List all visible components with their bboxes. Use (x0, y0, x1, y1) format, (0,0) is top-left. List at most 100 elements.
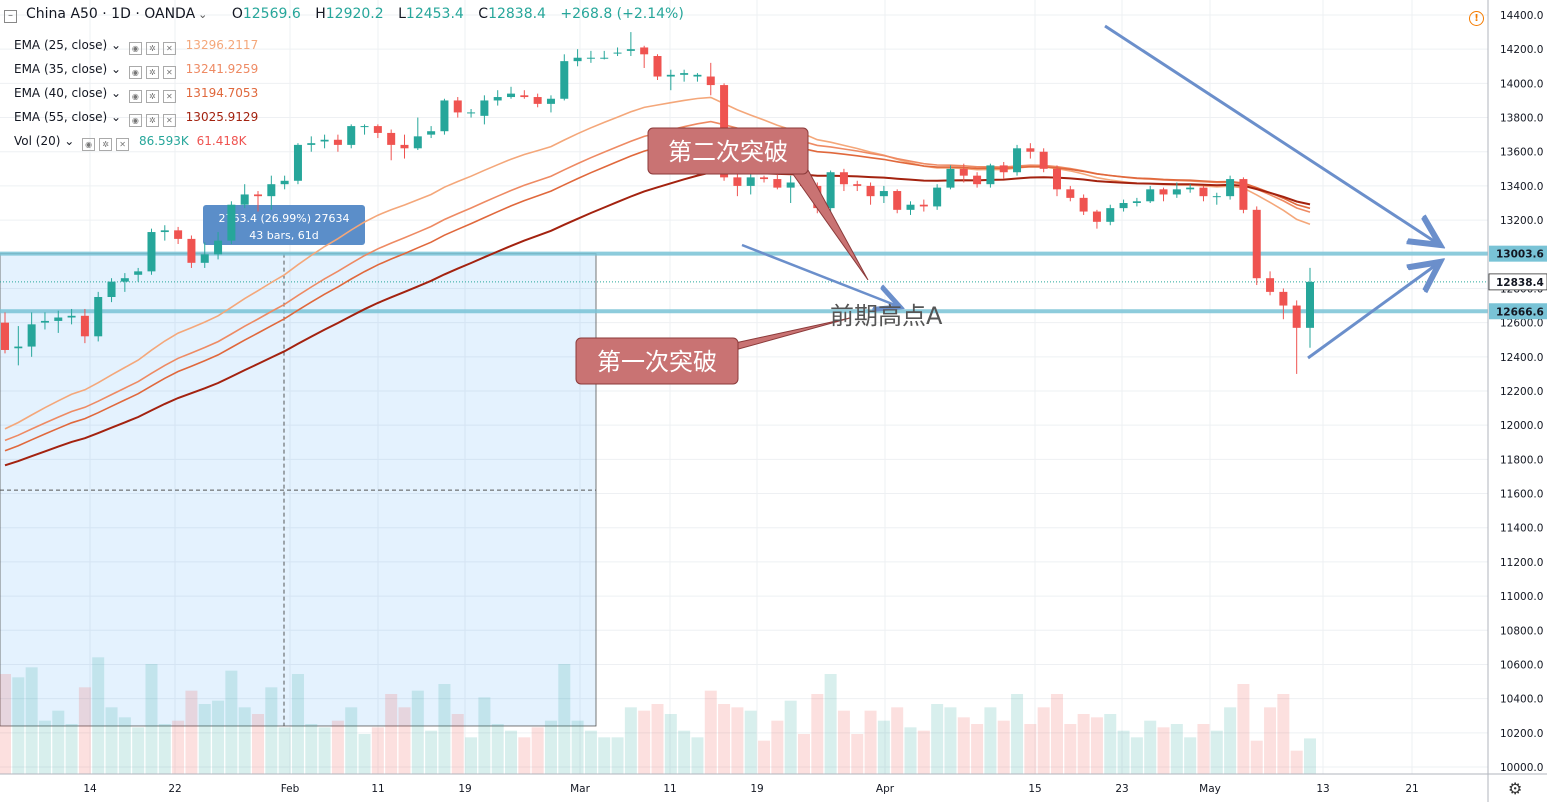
ema-line (4, 171, 1311, 467)
y-tick-label: 14400.0 (1500, 10, 1543, 22)
volume-bar (345, 707, 358, 774)
legend-ema-40[interactable]: EMA (40, close) ⌄ ◉ ✲ ✕ 13194.7053 (14, 86, 258, 103)
legend-ema-55[interactable]: EMA (55, close) ⌄ ◉ ✲ ✕ 13025.9129 (14, 110, 258, 127)
y-tick-label: 11000.0 (1500, 591, 1543, 603)
measure-label-1: 2763.4 (26.99%) 27634 (218, 212, 349, 225)
volume-bars (0, 657, 1316, 774)
volume-bar (704, 690, 717, 774)
candle-body (214, 240, 223, 255)
volume-bar (425, 730, 438, 774)
volume-bar (1090, 717, 1103, 774)
legend-ema-25[interactable]: EMA (25, close) ⌄ ◉ ✲ ✕ 13296.2117 (14, 38, 258, 55)
candle-body (640, 47, 649, 55)
volume-bar (917, 730, 930, 774)
volume-bar (1184, 737, 1197, 774)
gear-icon[interactable]: ✲ (99, 138, 113, 151)
chevron-down-icon[interactable]: ⌄ (198, 8, 208, 21)
close-icon[interactable]: ✕ (162, 114, 176, 127)
legend-volume[interactable]: Vol (20) ⌄ ◉ ✲ ✕ 86.593K 61.418K (14, 134, 246, 151)
volume-bar (291, 674, 304, 774)
volume-bar (544, 720, 557, 774)
x-tick-label: 11 (371, 783, 384, 795)
volume-bar (784, 700, 797, 774)
legend-value: 13296.2117 (185, 38, 259, 52)
volume-bar (478, 697, 491, 774)
chevron-down-icon[interactable]: ⌄ (60, 134, 75, 148)
candle-body (427, 131, 436, 135)
close-icon[interactable]: ✕ (162, 42, 176, 55)
candle-body (1159, 189, 1168, 195)
gear-icon[interactable]: ✲ (145, 42, 159, 55)
candle-body (200, 254, 209, 263)
close-icon[interactable]: ✕ (116, 138, 130, 151)
y-tick-label: 13800.0 (1500, 113, 1543, 125)
candle-body (653, 56, 662, 77)
legend-name: EMA (35, close) (14, 62, 108, 76)
eye-icon[interactable]: ◉ (128, 42, 142, 55)
candle-body (54, 317, 63, 321)
volume-bar (1170, 724, 1183, 774)
warning-icon[interactable]: ! (1469, 11, 1484, 26)
volume-ma-value: 61.418K (196, 134, 247, 148)
candle-body (533, 97, 542, 104)
legend-name: EMA (55, close) (14, 110, 108, 124)
low-value: 12453.4 (405, 6, 464, 22)
volume-bar (891, 707, 904, 774)
volume-bar (212, 700, 225, 774)
y-tick-label: 14200.0 (1500, 44, 1543, 56)
candle-body (986, 165, 995, 185)
x-tick-label: Mar (570, 783, 590, 795)
volume-bar (505, 730, 518, 774)
eye-icon[interactable]: ◉ (82, 138, 96, 151)
candle-body (280, 180, 289, 185)
eye-icon[interactable]: ◉ (128, 66, 142, 79)
volume-bar (12, 677, 25, 774)
candle-body (773, 179, 782, 188)
candle-body (746, 177, 755, 186)
y-tick-label: 10400.0 (1500, 694, 1543, 706)
candle-body (453, 100, 462, 113)
gear-icon[interactable]: ✲ (145, 66, 159, 79)
candle-body (1132, 201, 1141, 203)
candle-body (227, 204, 236, 241)
gear-icon[interactable]: ✲ (145, 114, 159, 127)
high-label: H (315, 6, 326, 22)
candle-body (879, 191, 888, 197)
volume-bar (797, 734, 810, 774)
close-label: C (478, 6, 489, 22)
legend-value: 13025.9129 (185, 110, 259, 124)
price-label-box (1489, 303, 1547, 320)
gear-icon[interactable]: ✲ (145, 90, 159, 103)
volume-bar (811, 694, 824, 774)
candle-body (586, 57, 595, 59)
chevron-down-icon[interactable]: ⌄ (107, 110, 122, 124)
chevron-down-icon[interactable]: ⌄ (107, 62, 122, 76)
eye-icon[interactable]: ◉ (128, 114, 142, 127)
volume-bar (971, 724, 984, 774)
candle-body (959, 168, 968, 176)
volume-bar (1037, 707, 1050, 774)
eye-icon[interactable]: ◉ (128, 90, 142, 103)
volume-bar (1210, 730, 1223, 774)
candle-body (600, 57, 609, 59)
settings-gear-icon[interactable]: ⚙ (1508, 779, 1523, 798)
x-tick-label: Feb (281, 783, 300, 795)
volume-bar (771, 720, 784, 774)
chevron-down-icon[interactable]: ⌄ (107, 38, 122, 52)
symbol-title[interactable]: China A50 · 1D · OANDA (26, 6, 196, 22)
x-tick-label: 11 (663, 783, 676, 795)
close-icon[interactable]: ✕ (162, 66, 176, 79)
candle-body (373, 126, 382, 133)
collapse-icon[interactable]: – (4, 10, 17, 23)
legend-ema-35[interactable]: EMA (35, close) ⌄ ◉ ✲ ✕ 13241.9259 (14, 62, 258, 79)
volume-bar (265, 687, 278, 774)
resistance-arrow (1104, 24, 1440, 245)
callout-2-text: 第二次突破 (668, 138, 788, 166)
close-icon[interactable]: ✕ (162, 90, 176, 103)
chevron-down-icon[interactable]: ⌄ (107, 86, 122, 100)
y-tick-label: 13600.0 (1500, 147, 1543, 159)
candle-body (906, 204, 915, 210)
y-tick-label: 10600.0 (1500, 659, 1543, 671)
candle-body (1013, 148, 1022, 173)
